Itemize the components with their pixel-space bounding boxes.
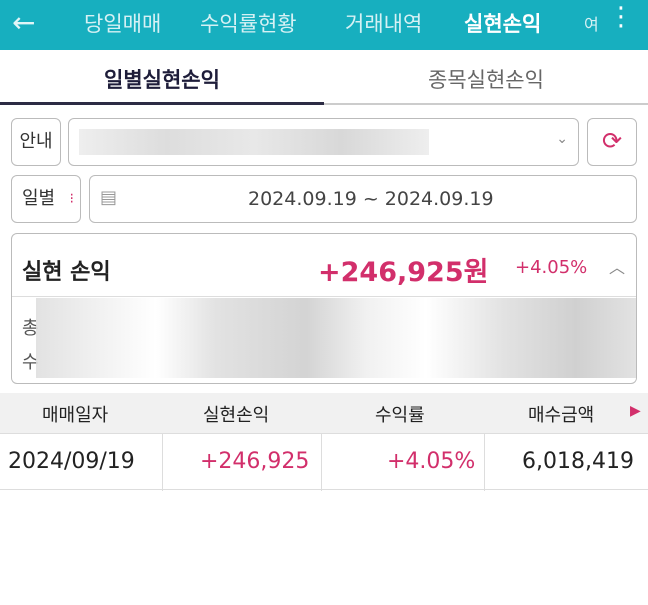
summary-rate: +4.05% [515, 257, 588, 278]
nav-tab-return-status[interactable]: 수익률현황 [200, 12, 297, 36]
tab-daily-realized[interactable]: 일별실현손익 [104, 68, 220, 92]
nav-tab-more[interactable]: 여 [584, 15, 599, 34]
nav-tab-daily-trade[interactable]: 당일매매 [84, 12, 162, 36]
cell-pnl: +246,925 [200, 449, 310, 474]
date-range: 2024.09.19 ~ 2024.09.19 [248, 188, 494, 210]
cell-date: 2024/09/19 [8, 449, 135, 474]
masked-details [36, 298, 636, 378]
sub-tabs: 일별실현손익 종목실현손익 [0, 50, 648, 105]
refresh-icon[interactable]: ⟳ [587, 118, 637, 166]
row-label-return: 수 [22, 352, 39, 373]
col-buy-amount: 매수금액 [528, 405, 595, 426]
cell-buy-amount: 6,018,419 [522, 449, 634, 474]
table-row[interactable]: 2024/09/19 +246,925 +4.05% 6,018,419 [0, 433, 648, 491]
cell-rate: +4.05% [387, 449, 476, 474]
period-select[interactable]: 일별 ⁝ [11, 175, 81, 223]
summary-title: 실현 손익 [22, 260, 111, 285]
table-header: 매매일자 실현손익 수익률 매수금액 ▶ [0, 393, 648, 433]
calendar-icon: ▤ [100, 187, 118, 208]
tab-stock-realized[interactable]: 종목실현손익 [428, 68, 544, 92]
account-masked [79, 129, 429, 155]
chevron-down-icon: ⌄ [556, 131, 568, 147]
more-dots-icon: ⁝ [69, 191, 74, 207]
period-label: 일별 [22, 188, 56, 209]
date-range-field[interactable]: ▤ 2024.09.19 ~ 2024.09.19 [89, 175, 637, 223]
guide-button[interactable]: 안내 [11, 118, 61, 166]
col-trade-date: 매매일자 [42, 405, 109, 426]
top-nav: ← 당일매매 수익률현황 거래내역 실현손익 여 ⋮ [0, 0, 648, 50]
active-tab-indicator [0, 102, 324, 105]
summary-card: 실현 손익 +246,925원 +4.05% ︿ 총 수 [11, 233, 637, 384]
arrow-left-icon[interactable]: ← [12, 6, 36, 39]
nav-tab-transactions[interactable]: 거래내역 [345, 12, 423, 36]
col-realized-pnl: 실현손익 [203, 405, 270, 426]
more-vertical-icon[interactable]: ⋮ [608, 2, 634, 32]
chevron-up-icon[interactable]: ︿ [609, 258, 626, 277]
account-select[interactable]: ⌄ [68, 118, 579, 166]
summary-amount: +246,925원 [318, 257, 489, 288]
scroll-right-icon[interactable]: ▶ [630, 403, 641, 419]
row-label-total: 총 [22, 318, 39, 339]
nav-tab-realized-pnl[interactable]: 실현손익 [464, 12, 542, 36]
col-return-rate: 수익률 [375, 405, 425, 426]
